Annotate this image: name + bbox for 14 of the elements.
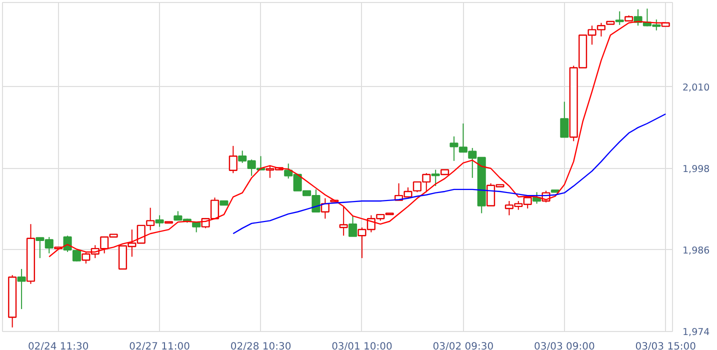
y-tick-label: 1,986	[682, 245, 710, 256]
y-tick-label: 1,998	[682, 164, 710, 175]
candlestick	[615, 10, 624, 26]
candlestick	[17, 268, 26, 310]
candlestick	[348, 215, 358, 237]
candlestick	[228, 145, 238, 174]
candlestick	[560, 101, 569, 138]
candlestick	[192, 222, 201, 233]
candlestick	[431, 169, 440, 187]
y-tick-label: 2,010	[682, 82, 710, 94]
line-series	[232, 113, 666, 234]
y-tick-label: 1,974	[682, 327, 710, 338]
candlestick	[339, 206, 348, 236]
candlestick	[155, 214, 164, 228]
